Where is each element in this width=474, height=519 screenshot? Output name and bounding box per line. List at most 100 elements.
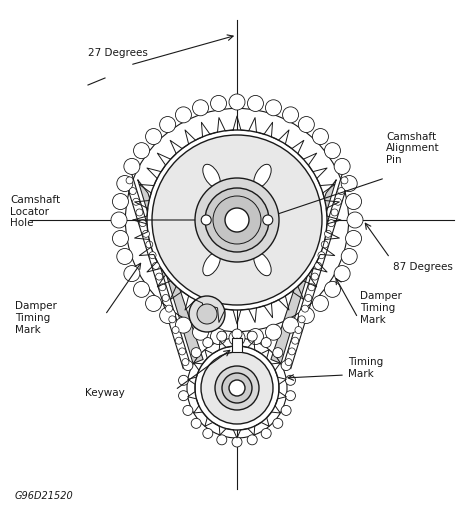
Ellipse shape — [254, 253, 271, 276]
Circle shape — [298, 117, 314, 132]
Circle shape — [247, 329, 264, 345]
Circle shape — [321, 241, 328, 248]
Circle shape — [205, 188, 269, 252]
Circle shape — [328, 220, 335, 227]
Circle shape — [124, 158, 140, 174]
Circle shape — [346, 194, 362, 210]
Circle shape — [179, 348, 186, 355]
Circle shape — [308, 284, 315, 291]
Circle shape — [305, 294, 312, 302]
Circle shape — [134, 143, 149, 159]
Circle shape — [229, 330, 245, 346]
Circle shape — [331, 209, 338, 216]
Circle shape — [117, 175, 133, 192]
Circle shape — [133, 198, 140, 206]
Circle shape — [147, 130, 327, 310]
Circle shape — [273, 418, 283, 428]
Circle shape — [160, 117, 176, 132]
Circle shape — [225, 208, 249, 232]
Bar — [232, 338, 242, 352]
Circle shape — [281, 361, 291, 371]
Text: Timing
Mark: Timing Mark — [348, 357, 383, 379]
Circle shape — [213, 196, 261, 244]
Polygon shape — [271, 180, 336, 363]
Circle shape — [117, 249, 133, 265]
Circle shape — [247, 435, 257, 445]
Circle shape — [247, 95, 264, 112]
Circle shape — [301, 305, 309, 312]
Circle shape — [136, 209, 143, 216]
Circle shape — [281, 405, 291, 415]
Circle shape — [298, 307, 314, 323]
Circle shape — [183, 361, 193, 371]
Circle shape — [347, 212, 363, 228]
Circle shape — [283, 317, 299, 333]
Circle shape — [152, 263, 159, 269]
Circle shape — [285, 391, 295, 401]
Circle shape — [318, 252, 325, 258]
Circle shape — [191, 348, 201, 358]
Circle shape — [295, 326, 302, 334]
Circle shape — [203, 428, 213, 439]
Circle shape — [152, 135, 322, 305]
Circle shape — [298, 316, 305, 323]
Polygon shape — [138, 180, 203, 363]
Circle shape — [155, 273, 163, 280]
Circle shape — [175, 107, 191, 123]
Circle shape — [311, 273, 319, 280]
Circle shape — [112, 194, 128, 210]
Circle shape — [247, 331, 257, 341]
Text: Camshaft
Locator
Hole: Camshaft Locator Hole — [10, 195, 60, 228]
Circle shape — [149, 252, 156, 258]
Circle shape — [325, 230, 331, 237]
Text: Keyway: Keyway — [85, 388, 125, 398]
Circle shape — [217, 435, 227, 445]
Circle shape — [341, 177, 348, 184]
Circle shape — [283, 107, 299, 123]
Circle shape — [129, 187, 137, 195]
Circle shape — [261, 337, 271, 348]
Circle shape — [146, 129, 162, 145]
Circle shape — [195, 346, 279, 430]
Circle shape — [183, 405, 193, 415]
Circle shape — [341, 175, 357, 192]
Circle shape — [143, 230, 149, 237]
Circle shape — [159, 284, 166, 291]
Circle shape — [222, 373, 252, 403]
Circle shape — [261, 428, 271, 439]
Circle shape — [265, 324, 282, 340]
Circle shape — [175, 317, 191, 333]
Circle shape — [285, 375, 295, 385]
Circle shape — [146, 295, 162, 311]
Circle shape — [232, 329, 242, 339]
Circle shape — [201, 215, 211, 225]
Circle shape — [217, 331, 227, 341]
Circle shape — [229, 94, 245, 110]
Circle shape — [215, 366, 259, 410]
Circle shape — [160, 307, 176, 323]
Circle shape — [265, 100, 282, 116]
Circle shape — [189, 296, 225, 332]
Ellipse shape — [254, 165, 271, 187]
Circle shape — [197, 304, 217, 324]
Circle shape — [191, 418, 201, 428]
Circle shape — [292, 337, 299, 344]
Circle shape — [162, 294, 169, 302]
Text: G96D21520: G96D21520 — [15, 491, 74, 501]
Text: 27 Degrees: 27 Degrees — [88, 48, 148, 58]
Circle shape — [192, 100, 209, 116]
Circle shape — [169, 316, 176, 323]
Circle shape — [112, 230, 128, 247]
Circle shape — [334, 266, 350, 282]
Circle shape — [273, 348, 283, 358]
Circle shape — [203, 337, 213, 348]
Text: Damper
Timing
Mark: Damper Timing Mark — [15, 302, 57, 335]
Circle shape — [179, 375, 189, 385]
Circle shape — [325, 281, 340, 297]
Circle shape — [232, 437, 242, 447]
Circle shape — [124, 266, 140, 282]
Circle shape — [341, 249, 357, 265]
Circle shape — [263, 215, 273, 225]
Text: 87 Degrees: 87 Degrees — [393, 262, 453, 272]
Circle shape — [179, 391, 189, 401]
